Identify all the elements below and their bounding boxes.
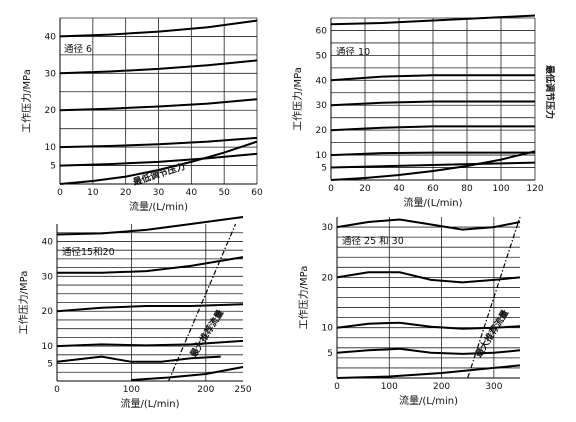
series-line-1 — [56, 216, 244, 236]
series-line-2 — [59, 59, 258, 75]
series-line-2 — [336, 271, 521, 284]
y-tick-label: 5 — [50, 162, 56, 172]
x-tick-label: 0 — [334, 382, 340, 392]
x-tick-label: 40 — [393, 184, 405, 194]
x-tick-label: 200 — [433, 382, 450, 392]
x-tick-label: 300 — [485, 382, 502, 392]
min-pressure-label: 最低调节压力 — [544, 65, 556, 119]
x-tick-label: 200 — [197, 385, 214, 395]
series-line-4 — [59, 136, 258, 149]
min-pressure-line — [336, 364, 521, 379]
x-tick-label: 40 — [186, 188, 198, 198]
y-tick-label: 30 — [42, 272, 54, 282]
chart-panel-1: 0 10 20 30 40 50 60 5 10 20 30 40 流量/(L/min) 工作压力/MPa… — [20, 17, 263, 213]
y-tick-label: 40 — [42, 237, 54, 247]
panel-label: 通径 25 和 30 — [342, 235, 404, 247]
y-tick-label: 20 — [322, 273, 334, 283]
x-tick-label: 80 — [461, 184, 473, 194]
chart-panel-4: 0 100 200 300 5 10 20 30 流量/(L/min) 工作压力/MPa 通径 25… — [297, 216, 521, 407]
x-tick-label: 120 — [526, 184, 543, 194]
series-line-1 — [330, 14, 536, 26]
x-tick-label: 250 — [234, 385, 251, 395]
series-line-1 — [59, 19, 258, 38]
x-axis-label: 流量/(L/min) — [121, 397, 180, 410]
y-tick-label: 20 — [42, 307, 54, 317]
y-tick-label: 50 — [316, 51, 328, 61]
x-tick-label: 20 — [120, 188, 132, 198]
y-axis-label: 工作压力/MPa — [291, 67, 304, 131]
series-line-6 — [330, 161, 536, 169]
x-tick-label: 100 — [492, 184, 509, 194]
x-tick-label: 100 — [123, 385, 140, 395]
y-tick-label: 40 — [45, 32, 57, 42]
max-flow-boundary — [168, 223, 237, 382]
series-line-2 — [330, 74, 535, 82]
chart-panel-3: 0 100 200 250 5 10 20 30 40 流量/(L/min) 工作压力/MPa 通径1… — [17, 216, 252, 410]
x-tick-label: 10 — [87, 188, 99, 198]
y-tick-label: 10 — [42, 342, 54, 352]
series-line-3 — [330, 100, 535, 107]
series-line-5 — [56, 355, 221, 363]
series-line-4 — [336, 347, 521, 355]
panel-label: 通径15和20 — [62, 246, 115, 258]
y-tick-label: 30 — [45, 69, 57, 79]
y-axis-label: 工作压力/MPa — [297, 266, 310, 330]
series-line-3 — [336, 321, 521, 330]
series-line-3 — [56, 303, 244, 313]
y-tick-label: 30 — [316, 101, 328, 111]
x-tick-label: 0 — [54, 385, 60, 395]
y-tick-label: 20 — [316, 126, 328, 136]
x-tick-label: 60 — [251, 188, 263, 198]
x-axis-label: 流量/(L/min) — [129, 200, 188, 213]
series-line-5 — [59, 152, 258, 167]
y-tick-label: 60 — [316, 26, 328, 36]
series-line-1 — [336, 218, 521, 231]
y-tick-label: 10 — [45, 143, 57, 153]
y-tick-label: 5 — [321, 164, 327, 174]
x-axis-label: 流量/(L/min) — [404, 196, 463, 209]
y-tick-label: 40 — [316, 76, 328, 86]
max-flow-boundary — [467, 216, 521, 379]
max-flow-label: 最大推荐流量 — [187, 307, 226, 359]
y-tick-label: 5 — [327, 349, 333, 359]
series-line-4 — [330, 125, 535, 132]
panel-label: 通径 6 — [64, 43, 92, 55]
x-axis-label: 流量/(L/min) — [399, 394, 458, 407]
series-line-2 — [57, 256, 244, 274]
x-tick-label: 20 — [359, 184, 371, 194]
x-tick-label: 50 — [218, 188, 230, 198]
y-tick-label: 20 — [45, 106, 57, 116]
min-pressure-line — [131, 366, 244, 381]
x-tick-label: 0 — [57, 188, 63, 198]
y-tick-label: 5 — [47, 360, 53, 370]
min-pressure-line — [59, 140, 258, 185]
series-line-5 — [330, 151, 535, 157]
y-tick-label: 10 — [322, 324, 334, 334]
panel-label: 通径 10 — [336, 46, 370, 58]
y-axis-label: 工作压力/MPa — [20, 69, 33, 133]
series-line-3 — [59, 98, 258, 112]
x-tick-label: 30 — [153, 188, 165, 198]
x-tick-label: 100 — [381, 382, 398, 392]
chart-panel-2: 0 20 40 60 80 100 120 5 10 20 30 40 50 60 流量/(L/min) 工作… — [291, 14, 556, 209]
x-tick-label: 0 — [328, 184, 334, 194]
y-tick-label: 30 — [322, 223, 334, 233]
min-pressure-line — [330, 150, 536, 181]
x-tick-label: 60 — [427, 184, 439, 194]
y-tick-label: 10 — [316, 151, 328, 161]
series-line-4 — [56, 339, 244, 348]
y-axis-label: 工作压力/MPa — [17, 271, 30, 335]
